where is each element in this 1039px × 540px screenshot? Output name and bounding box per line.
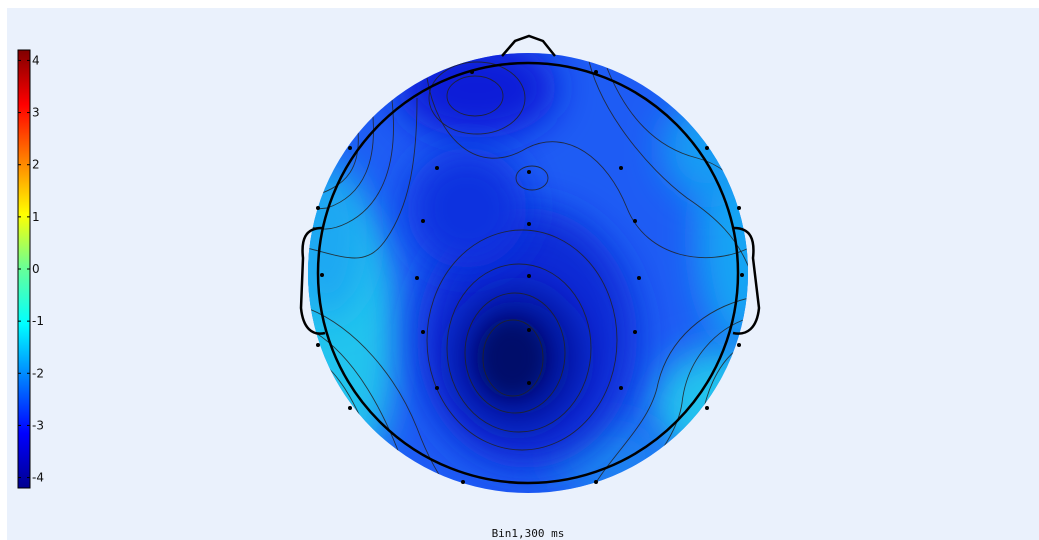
electrode-dot — [435, 166, 439, 170]
electrode-dot — [527, 170, 531, 174]
electrode-dot — [421, 330, 425, 334]
left-ear — [299, 226, 326, 335]
electrode-dot — [527, 381, 531, 385]
head-outline — [299, 34, 761, 485]
electrode-dot — [421, 219, 425, 223]
colorbar-ticks: 4 3 2 1 0 -1 -2 -3 -4 — [18, 53, 44, 485]
colorbar-tick-label: 3 — [32, 106, 40, 120]
electrode-dot — [320, 273, 324, 277]
colorbar-tick-label: -4 — [32, 471, 44, 485]
electrode-dot — [316, 206, 320, 210]
electrode-dot — [316, 343, 320, 347]
electrode-dot — [461, 480, 465, 484]
electrode-dot — [415, 276, 419, 280]
electrode-dot — [527, 274, 531, 278]
right-ear — [732, 226, 761, 335]
electrode-dot — [619, 386, 623, 390]
electrode-dot — [435, 386, 439, 390]
scalp-map — [299, 34, 761, 493]
colorbar-tick-label: -1 — [32, 314, 44, 328]
colorbar-tick-label: 4 — [32, 53, 40, 67]
electrode-dot — [637, 276, 641, 280]
electrode-dot — [633, 330, 637, 334]
electrode-dot — [348, 406, 352, 410]
electrode-dot — [705, 406, 709, 410]
electrode-dot — [619, 166, 623, 170]
electrode-markers — [316, 70, 744, 484]
plot-title: Bin1,300 ms — [492, 527, 565, 540]
topography-figure: 4 3 2 1 0 -1 -2 -3 -4 — [7, 8, 1039, 540]
electrode-dot — [527, 328, 531, 332]
colorbar-tick-label: 2 — [32, 158, 40, 172]
electrode-dot — [633, 219, 637, 223]
colorbar: 4 3 2 1 0 -1 -2 -3 -4 — [17, 49, 44, 489]
electrode-dot — [470, 70, 474, 74]
colorbar-tick-label: -2 — [32, 366, 44, 380]
electrode-dot — [594, 480, 598, 484]
colorbar-tick-label: -3 — [32, 418, 44, 432]
topography-plot: 4 3 2 1 0 -1 -2 -3 -4 — [17, 34, 761, 540]
electrode-dot — [705, 146, 709, 150]
electrode-dot — [740, 273, 744, 277]
electrode-dot — [594, 70, 598, 74]
nose — [501, 34, 556, 57]
electrode-dot — [737, 206, 741, 210]
electrode-dot — [348, 146, 352, 150]
colorbar-tick-label: 1 — [32, 210, 40, 224]
electrode-dot — [527, 222, 531, 226]
electrode-dot — [737, 343, 741, 347]
potential-field — [308, 53, 748, 493]
colorbar-tick-label: 0 — [32, 262, 40, 276]
